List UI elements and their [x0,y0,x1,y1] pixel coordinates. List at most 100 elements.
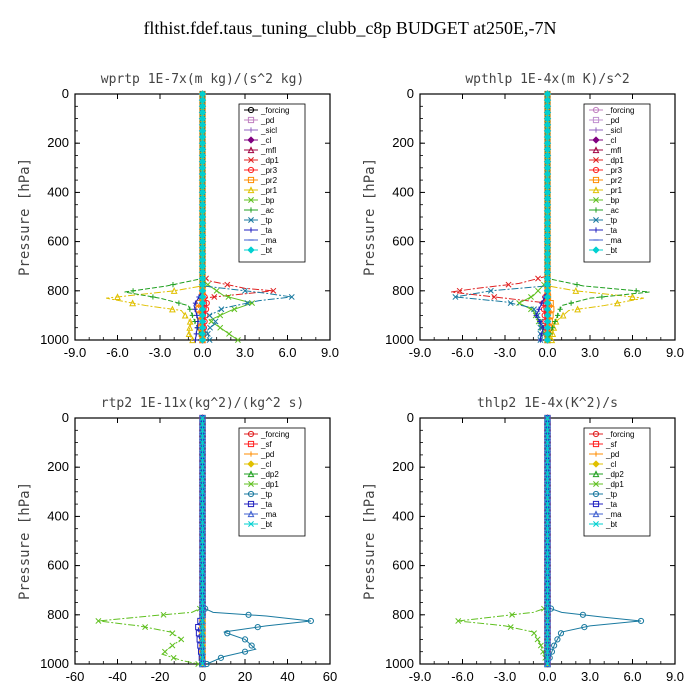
y-tick-label: 800 [47,283,69,298]
series-line-tp [202,418,311,665]
series-point-pr1 [170,287,178,294]
legend-entry: _ma [260,510,277,519]
series-point-ta [193,331,199,337]
series-point-bt [199,544,206,551]
y-tick-label: 200 [47,459,69,474]
series-point-bt [199,507,206,514]
series-point-bt [544,531,551,538]
x-tick-label: 0.0 [193,345,211,360]
legend-marker [247,186,255,194]
series-point-dp1 [534,636,541,643]
chart-panel-2: wpthlp 1E-4x(m K)/s^2 Pressure [hPa] -9.0 -… [362,72,684,360]
series-point-bt [199,433,206,440]
legend-entry: _sf [260,440,272,449]
series-point-dp1 [455,617,462,624]
legend-marker [593,521,599,527]
series-point-bt [199,661,206,667]
series-point-tp [248,642,255,649]
legend-entry: _pd [260,450,274,459]
y-axis-label: Pressure [hPa] [362,482,378,600]
series-point-bt [199,599,206,606]
y-tick-label: 800 [47,607,69,622]
x-tick-label: -40 [108,669,127,684]
chart-panel-1: wprtp 1E-7x(m kg)/(s^2 kg) Pressure [hPa]… [17,72,339,360]
series-point-bt [544,661,551,667]
x-tick-label: -6.0 [106,345,128,360]
y-axis-label: Pressure [hPa] [17,158,33,276]
series-point-bp [231,306,238,313]
series-point-ta [192,337,199,343]
series-point-ta [536,306,542,312]
series-point-bt [544,538,551,544]
series-point-pr1 [168,305,176,313]
legend-marker [592,490,600,498]
series-point-bt [544,415,551,421]
y-tick-label: 1000 [40,656,69,671]
legend-entry: _pr1 [605,186,623,195]
legend: _forcing_sf_pd_cl_dp2_dp1_tp_ta_ma_bt [238,427,306,537]
series-point-bt [199,636,206,643]
series-point-bt [544,611,551,618]
series-point-bt [199,464,206,471]
series-point-tp [579,611,587,618]
legend: _forcing_pd_sicl_cl_mfl_dp1_pr3_pr2_pr1_… [583,103,651,263]
series-point-bt [199,482,206,489]
series-point-bt [544,648,551,655]
series-point-dp1 [509,611,516,618]
legend-marker [248,157,254,163]
series-point-dp1 [456,287,463,294]
series-point-tp [212,318,219,325]
legend-marker [247,440,255,448]
series-point-pr1 [629,293,636,301]
y-tick-label: 400 [47,184,69,199]
y-tick-label: 800 [392,607,414,622]
series-point-pr1 [185,330,193,337]
series-point-dp1 [535,275,542,282]
series-point-tp [254,624,261,631]
legend-marker [593,127,599,133]
legend-marker [248,197,254,203]
series-point-ac [633,288,639,294]
series-point-bt [199,648,206,655]
series-point-tp [581,624,588,631]
series-point-tp [218,306,225,313]
series-point-bt [199,470,206,477]
series-point-ac [176,300,182,306]
series-point-tp [507,300,514,307]
series-point-dp1 [142,624,149,631]
legend-entry: _tp [260,216,273,225]
legend-marker [592,176,600,184]
series-point-tp [531,306,537,313]
series-point-tp [551,642,558,649]
y-tick-label: 1000 [385,656,414,671]
series-point-bt [544,433,551,440]
series-point-bt [199,525,206,532]
series-point-ac [150,294,156,300]
series-point-bt [199,617,206,624]
y-tick-label: 0 [407,86,414,101]
series-point-bt [199,574,206,581]
series-point-bt [544,642,551,649]
legend-marker [247,146,255,154]
y-tick-label: 1000 [40,332,69,347]
legend-entry: _ta [260,226,273,235]
x-tick-label: -6.0 [451,669,473,684]
series-point-bt [199,605,206,612]
series-line-pr1 [106,94,203,341]
series-point-bt [544,476,551,483]
legend-entry: _ta [605,226,618,235]
x-tick-label: 6.0 [623,345,641,360]
series-point-dp1 [224,281,231,288]
legend-entry: _sicl [260,126,277,135]
legend-entry: _pr2 [260,176,278,185]
series-point-ac [555,312,561,318]
series-point-bt [199,427,206,434]
legend-marker [247,176,255,184]
legend-entry: _pr3 [605,166,623,175]
y-tick-label: 200 [392,135,414,150]
figure-title: flthist.fdef.taus_tuning_clubb_c8p BUDGE… [143,18,556,38]
legend-entry: _pd [260,116,274,125]
x-tick-label: -9.0 [409,345,431,360]
series-point-bt [544,581,551,588]
